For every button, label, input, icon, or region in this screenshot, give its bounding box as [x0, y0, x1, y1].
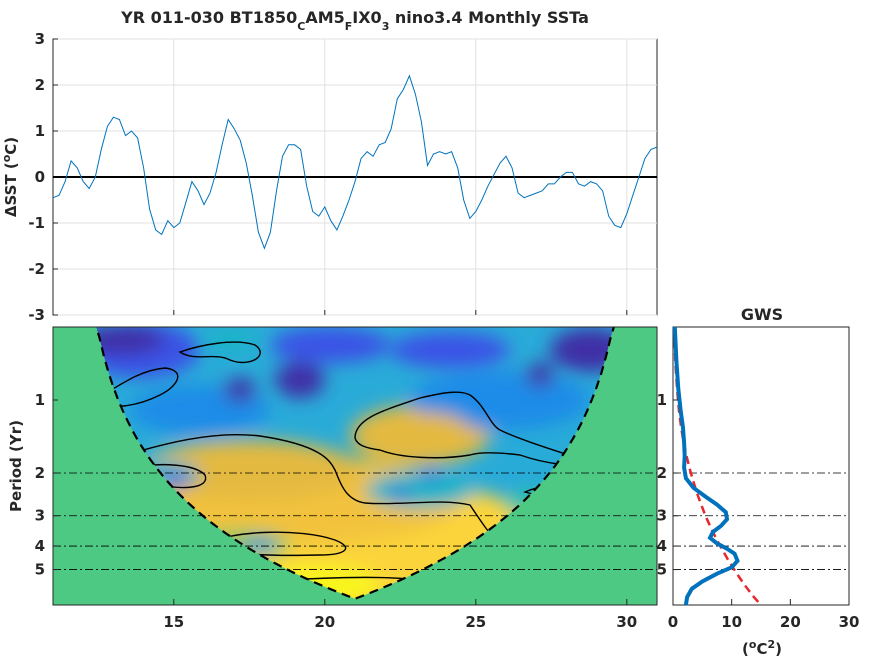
- timeseries-panel: YR 011-030 BT1850CAM5FIX03 nino3.4 Month…: [0, 8, 658, 324]
- chart-title: YR 011-030 BT1850CAM5FIX03 nino3.4 Month…: [120, 8, 589, 33]
- gws-y-tick-label: 1: [657, 391, 667, 409]
- coi-right-region: [355, 327, 657, 605]
- gws-y-tick-label: 5: [657, 561, 667, 579]
- gws-y-tick-label: 3: [657, 507, 667, 525]
- wavelet-axes-box: [52, 326, 658, 606]
- timeseries-grid: [53, 38, 657, 316]
- timeseries-y-tick-label: -2: [28, 260, 45, 278]
- wavelet-x-tick-label: 25: [465, 613, 486, 631]
- wavelet-y-ticks: 1 2 3 4 5: [35, 391, 58, 579]
- gws-x-tick-label: 10: [721, 613, 742, 631]
- global-wavelet-spectrum: [672, 326, 740, 606]
- timeseries-y-label: ΔSST (oC): [0, 137, 20, 217]
- timeseries-y-tick-label: 1: [35, 122, 45, 140]
- wavelet-y-tick-label: 2: [35, 464, 45, 482]
- gws-y-tick-label: 4: [657, 537, 667, 555]
- gws-x-ticks: 0 10 20 30: [668, 599, 860, 631]
- timeseries-y-tick-label: 0: [35, 168, 45, 186]
- wavelet-x-tick-label: 15: [163, 613, 184, 631]
- gws-x-tick-label: 20: [780, 613, 801, 631]
- wavelet-y-tick-label: 3: [35, 507, 45, 525]
- wavelet-y-tick-label: 5: [35, 561, 45, 579]
- gws-x-tick-label: 0: [668, 613, 678, 631]
- gws-y-ticks: 1 2 3 4 5: [657, 391, 678, 579]
- wavelet-y-tick-label: 1: [35, 391, 45, 409]
- gws-axes-box: [672, 326, 850, 606]
- gws-title: GWS: [741, 305, 783, 324]
- gws-reference-lines: [673, 472, 849, 570]
- timeseries-y-tick-label: -1: [28, 214, 45, 232]
- gws-panel: GWS 0 10 20 30 1 2 3 4 5 (oC2): [657, 305, 860, 656]
- gws-x-tick-label: 30: [839, 613, 860, 631]
- coi-boundary: [95, 327, 616, 600]
- significance-contour: [178, 341, 261, 364]
- wavelet-x-tick-label: 30: [616, 613, 637, 631]
- wavelet-panel: 15 20 25 30 1 2 3 4 5 Period (Yr): [7, 326, 658, 631]
- reference-period-lines: [53, 472, 657, 570]
- wavelet-y-label: Period (Yr): [7, 420, 25, 512]
- coi-left-region: [53, 327, 355, 605]
- timeseries-y-tick-label: 3: [35, 30, 45, 48]
- significance-contour: [114, 433, 501, 546]
- wavelet-x-tick-label: 20: [314, 613, 335, 631]
- timeseries-y-ticks: -3 -2 -1 0 1 2 3: [28, 30, 628, 324]
- gws-y-tick-label: 2: [657, 464, 667, 482]
- wavelet-y-tick-label: 4: [35, 537, 45, 555]
- timeseries-y-tick-label: 2: [35, 76, 45, 94]
- gws-x-label: (oC2): [742, 638, 782, 656]
- wavelet-x-ticks: 15 20 25 30: [163, 599, 637, 631]
- timeseries-y-tick-label: -3: [28, 306, 45, 324]
- sst-anomaly-line: [52, 74, 658, 250]
- significance-contour: [93, 367, 179, 407]
